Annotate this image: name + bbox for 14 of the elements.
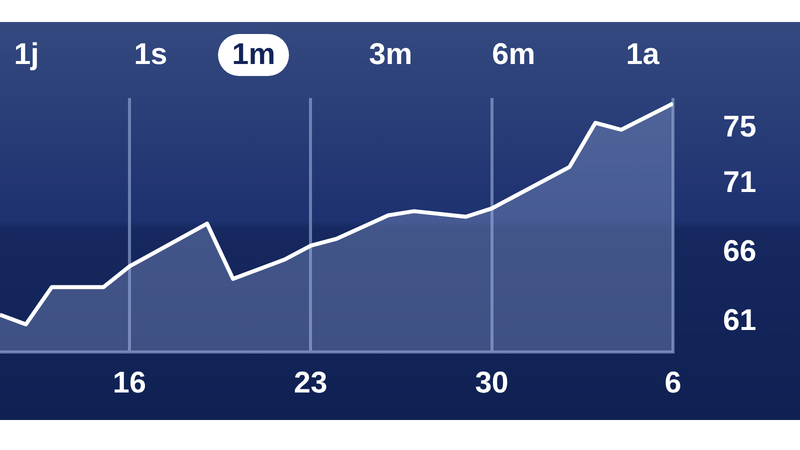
x-tick-label: 6 [664, 366, 682, 400]
y-tick-label: 75 [723, 110, 756, 144]
y-tick-label: 61 [723, 304, 756, 337]
text: 1a [625, 37, 660, 73]
text: 1s [133, 37, 168, 73]
text: 1m [218, 34, 290, 76]
x-tick-label: 16 [112, 366, 146, 400]
x-tick-label: 23 [294, 366, 328, 400]
y-tick-label: 71 [723, 166, 756, 199]
text: 1j [13, 37, 40, 73]
y-tick-label: 66 [723, 234, 756, 268]
x-tick-label: 30 [475, 366, 508, 400]
text: 3m [368, 37, 414, 73]
text: 6m [491, 37, 536, 73]
